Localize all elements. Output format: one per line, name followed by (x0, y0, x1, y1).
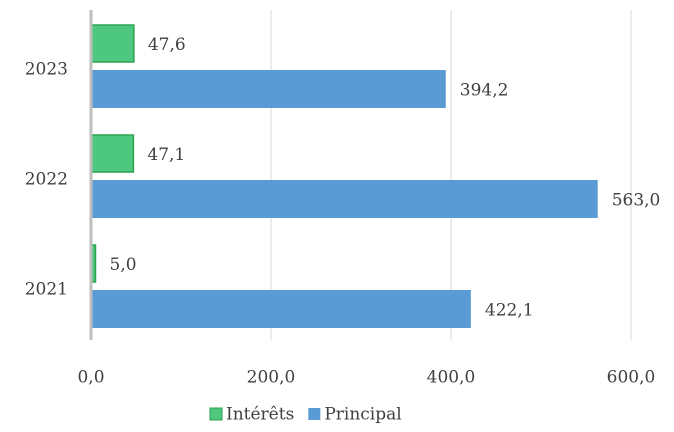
legend-swatch (308, 408, 321, 420)
value-label: 47,1 (147, 145, 185, 165)
value-label: 47,6 (148, 35, 186, 55)
bar (91, 290, 471, 328)
value-label: 5,0 (110, 255, 137, 275)
value-label: 563,0 (612, 191, 661, 211)
x-tick-label: 200,0 (247, 368, 296, 388)
y-tick-label: 2022 (25, 170, 68, 190)
value-label: 422,1 (485, 301, 534, 321)
value-label: 394,2 (460, 81, 509, 101)
x-tick-label: 600,0 (607, 368, 656, 388)
bar (91, 180, 598, 218)
bar (90, 24, 135, 63)
bar (91, 70, 446, 108)
legend-label: Principal (324, 405, 401, 425)
legend-swatch (209, 407, 223, 421)
x-tick-label: 400,0 (427, 368, 476, 388)
legend-label: Intérêts (226, 405, 294, 425)
x-tick-label: 0,0 (77, 368, 104, 388)
bar (90, 134, 135, 173)
y-tick-label: 2021 (25, 280, 68, 300)
y-tick-label: 2023 (25, 60, 68, 80)
